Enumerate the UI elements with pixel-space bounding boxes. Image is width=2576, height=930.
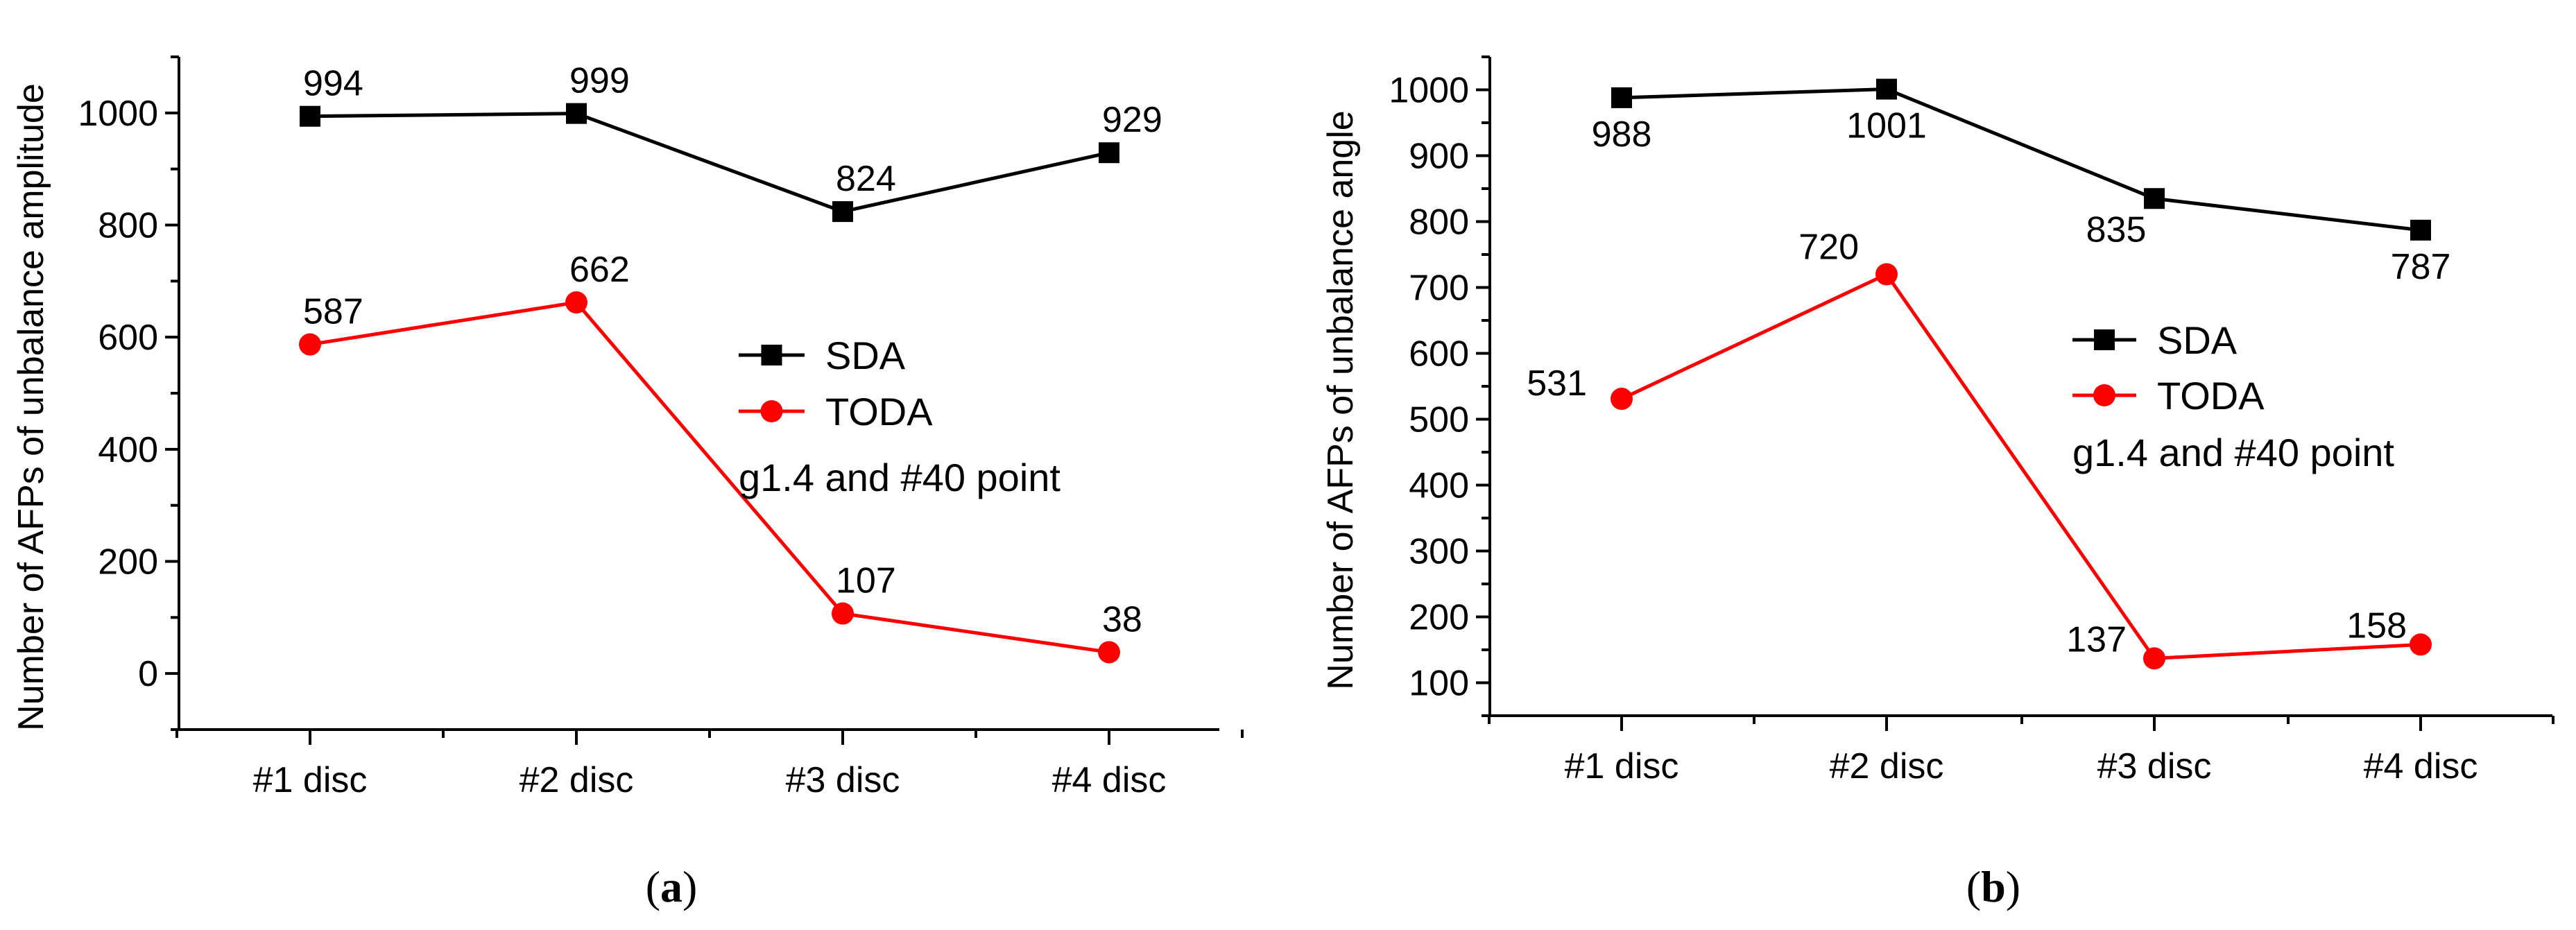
b-sda-point <box>2410 219 2431 241</box>
b-y-tick-label: 800 <box>1409 203 1469 243</box>
a-sda-data-label: 824 <box>836 159 896 199</box>
a-sda-data-label: 929 <box>1102 100 1162 140</box>
b-toda-data-label: 137 <box>2066 619 2127 660</box>
a-toda-data-label: 587 <box>303 292 363 332</box>
a-series-toda-line <box>309 300 1110 654</box>
b-y-axis-title: Number of AFPs of unbalance angle <box>1321 110 1361 689</box>
a-sda-data-label: 994 <box>303 64 363 104</box>
a-y-tick-label: 1000 <box>78 94 158 134</box>
a-legend-sda-marker <box>761 345 782 365</box>
b-sda-data-label: 988 <box>1592 114 1652 155</box>
a-toda-point <box>832 602 854 625</box>
b-legend-toda-marker <box>2093 384 2115 406</box>
b-toda-point <box>1875 263 1898 286</box>
panel-a-unbalance-amplitude: 0 200 400 600 800 1000 #1 disc #2 disc #3 disc #4… <box>11 55 1244 911</box>
b-sda-data-label: 835 <box>2086 209 2147 250</box>
b-x-tick-label: #3 disc <box>2097 746 2212 786</box>
b-legend-sda-marker <box>2094 329 2115 350</box>
a-x-tick-label: #3 disc <box>786 760 900 800</box>
b-y-tick-label: 600 <box>1409 334 1469 374</box>
b-toda-point <box>2143 647 2165 670</box>
b-y-tick-label: 900 <box>1409 137 1469 177</box>
a-sda-point <box>300 105 320 127</box>
b-sda-data-label: 1001 <box>1846 106 1927 146</box>
a-toda-point <box>565 291 587 314</box>
b-legend-sda-label: SDA <box>2157 318 2238 362</box>
b-y-tick-label: 300 <box>1409 532 1469 572</box>
a-panel-label: (a) <box>646 862 698 911</box>
b-x-tick-label: #2 disc <box>1830 746 1944 786</box>
a-toda-data-label: 662 <box>569 250 630 290</box>
b-sda-point <box>1611 87 1632 108</box>
b-sda-data-label: 787 <box>2391 247 2451 287</box>
a-x-tick-label: #4 disc <box>1052 760 1167 800</box>
b-y-tick-label: 1000 <box>1389 71 1469 111</box>
a-y-tick-label: 600 <box>98 318 158 358</box>
b-toda-data-label: 720 <box>1798 227 1859 268</box>
b-series-toda-line <box>1620 272 2421 660</box>
a-y-tick-label: 800 <box>98 206 158 246</box>
b-y-tick-label: 700 <box>1409 268 1469 309</box>
a-y-tick-label: 200 <box>98 542 158 583</box>
b-toda-point <box>2410 633 2432 656</box>
a-toda-point <box>1098 641 1120 664</box>
a-sda-point <box>1099 142 1119 164</box>
panel-b-unbalance-angle: 100 200 300 400 500 600 700 800 900 1000 #1 disc #2… <box>1321 55 2554 911</box>
b-y-tick-label: 400 <box>1409 466 1469 506</box>
a-legend-note: g1.4 and #40 point <box>739 456 1061 499</box>
a-x-tick-label: #1 disc <box>253 760 368 800</box>
b-toda-data-label: 158 <box>2346 605 2407 646</box>
a-legend-toda-label: TODA <box>825 390 933 433</box>
b-toda-data-label: 531 <box>1527 363 1587 404</box>
a-toda-data-label: 38 <box>1102 599 1142 639</box>
a-toda-data-label: 107 <box>836 561 896 601</box>
b-series-sda-line <box>1621 87 2421 232</box>
b-sda-point <box>2144 188 2165 209</box>
a-sda-point <box>566 103 587 124</box>
a-legend-toda-marker <box>760 400 783 422</box>
a-y-tick-label: 0 <box>138 654 158 694</box>
b-panel-label: (b) <box>1966 862 2020 911</box>
b-y-tick-label: 500 <box>1409 400 1469 440</box>
a-sda-data-label: 999 <box>569 61 630 101</box>
b-sda-point <box>1876 78 1897 100</box>
b-toda-point <box>1611 388 1633 411</box>
a-toda-point <box>299 333 321 356</box>
a-sda-point <box>832 201 853 223</box>
b-y-tick-label: 200 <box>1409 598 1469 638</box>
b-legend-note: g1.4 and #40 point <box>2072 431 2394 474</box>
a-legend-sda-label: SDA <box>825 334 906 377</box>
a-x-tick-label: #2 disc <box>520 760 634 800</box>
b-x-tick-label: #1 disc <box>1565 746 1679 786</box>
a-y-tick-label: 400 <box>98 430 158 470</box>
a-series-sda-line <box>309 112 1110 214</box>
b-x-tick-label: #4 disc <box>2364 746 2478 786</box>
b-legend-toda-label: TODA <box>2157 374 2265 417</box>
a-y-axis-title: Number of AFPs of unbalance amplitude <box>11 83 51 731</box>
b-y-tick-label: 100 <box>1409 664 1469 704</box>
